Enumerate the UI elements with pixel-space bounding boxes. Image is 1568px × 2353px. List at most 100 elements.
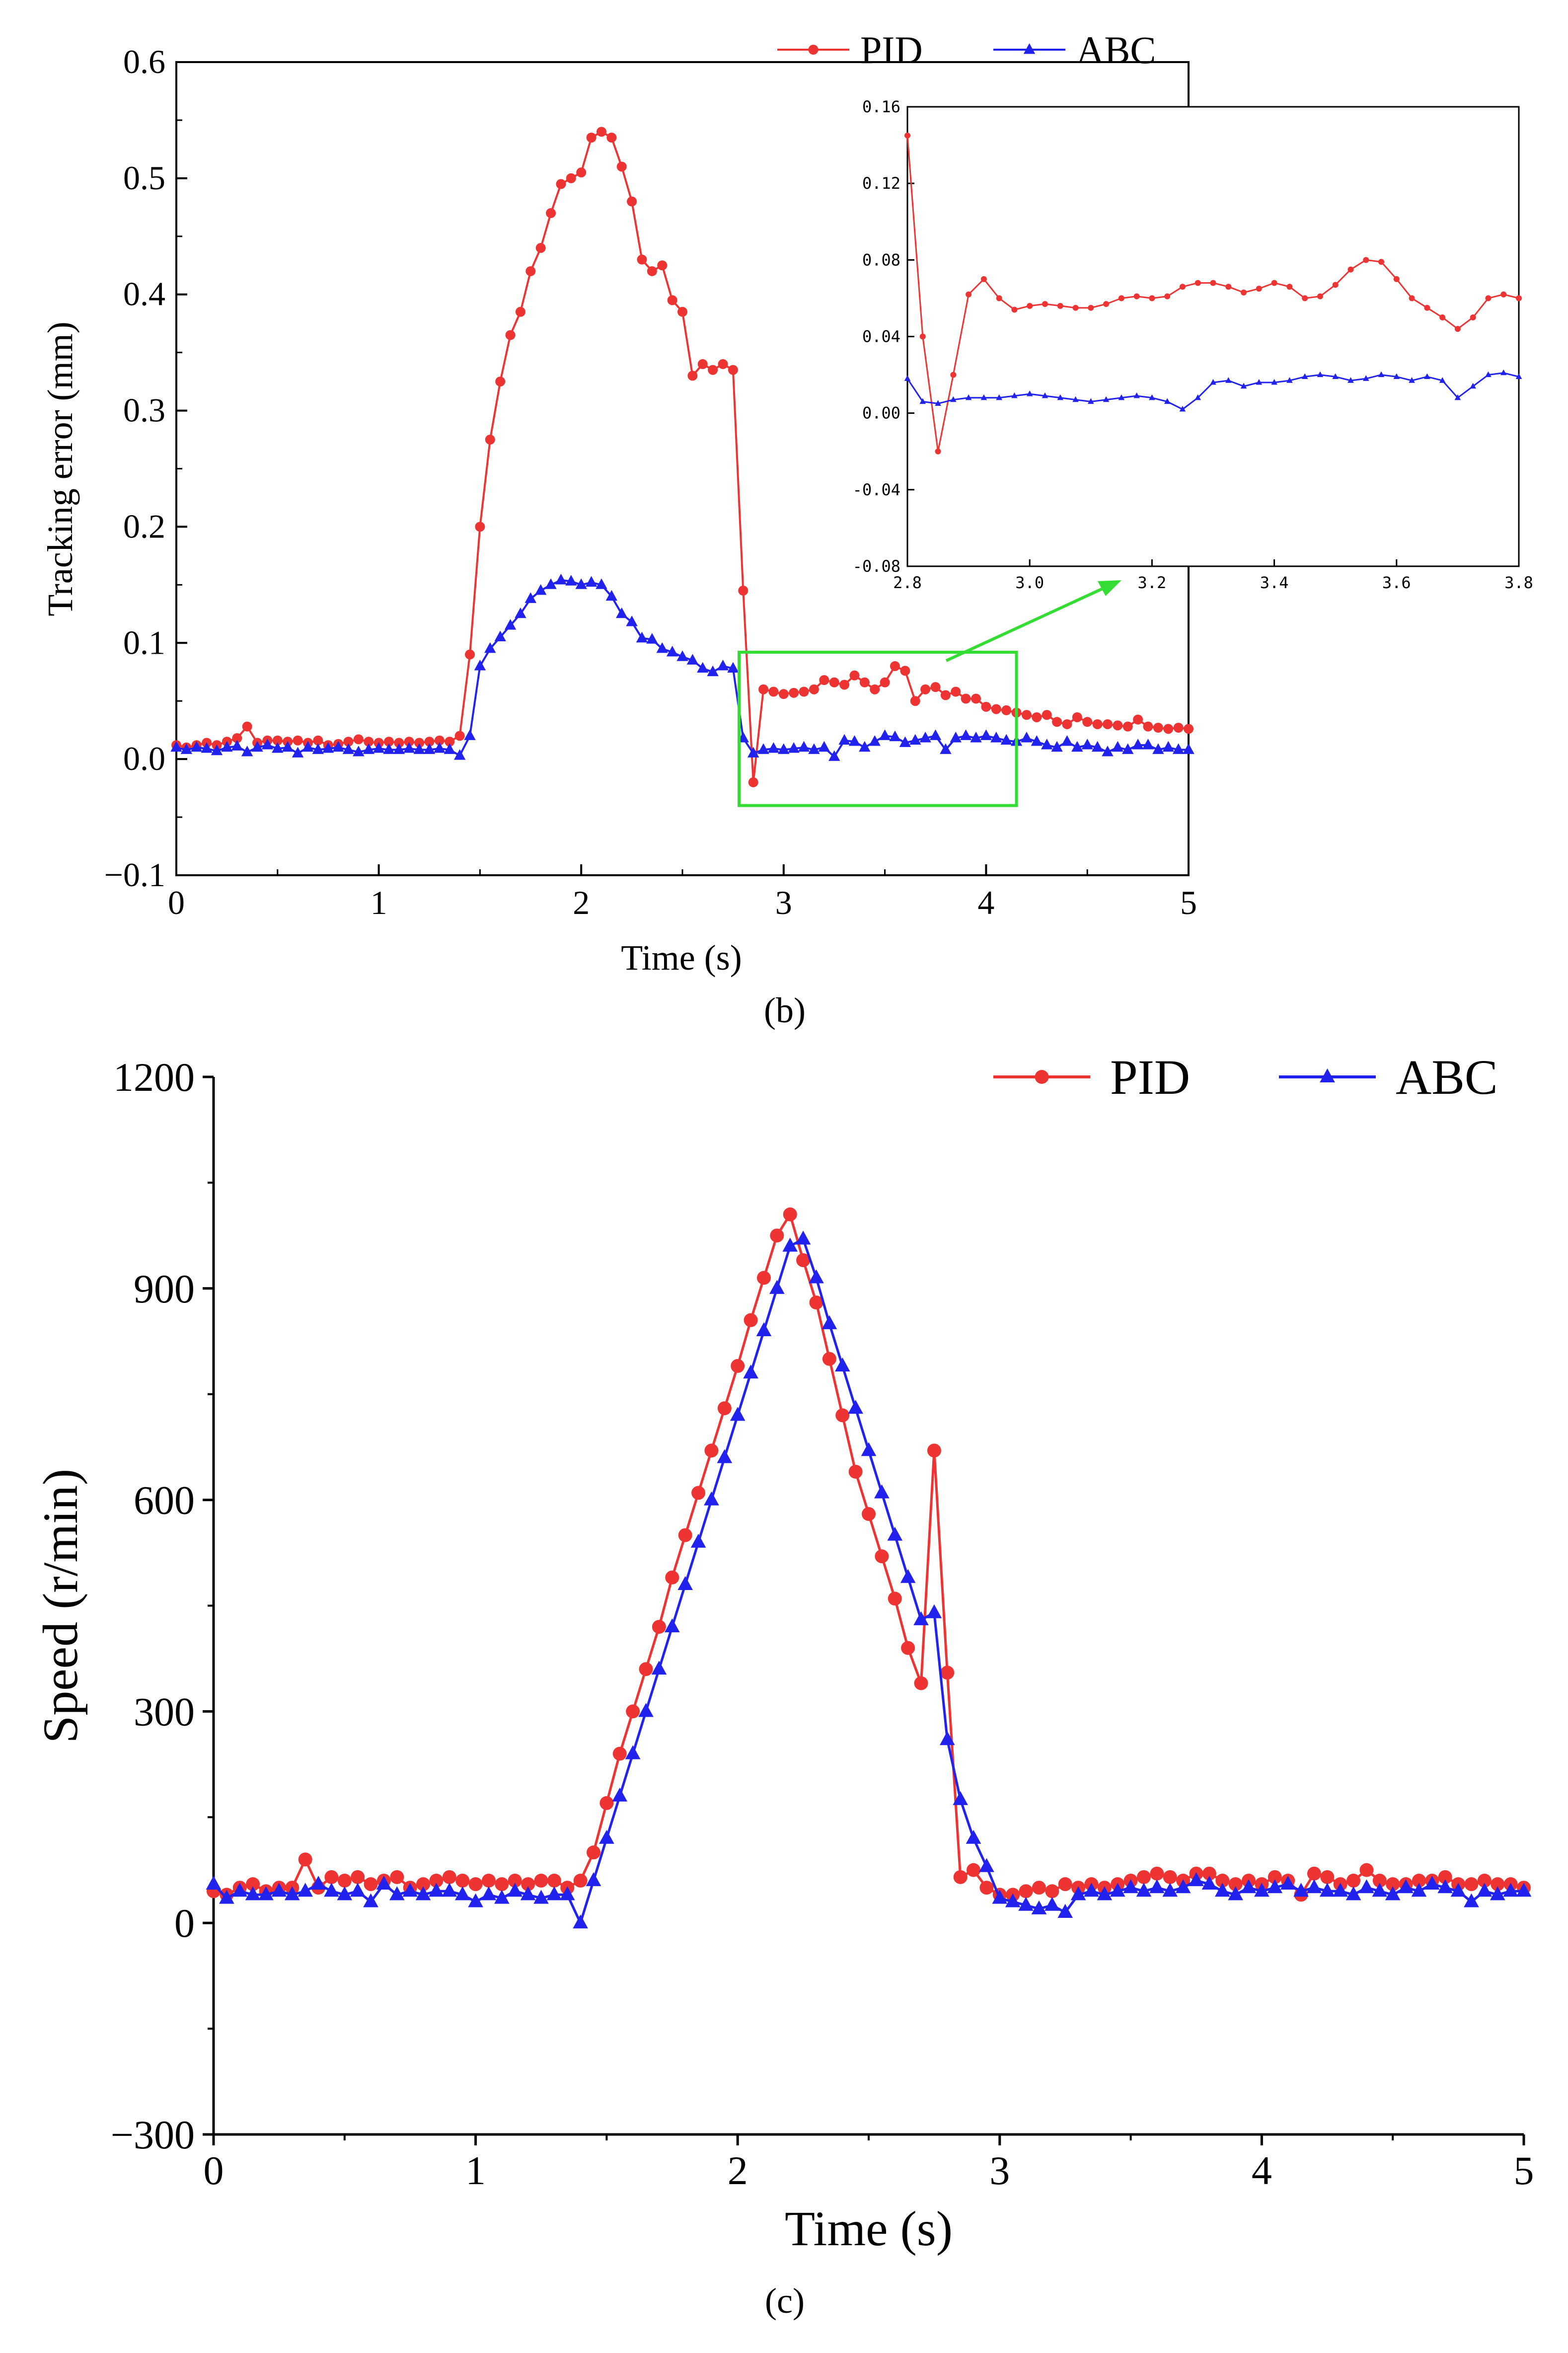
c-pid-point	[979, 1881, 994, 1895]
b-inset-x-tick-label: 3.2	[1138, 573, 1167, 592]
b-pid-point	[839, 680, 850, 690]
b-abc-point	[1142, 739, 1154, 750]
c-abc-point	[337, 1886, 353, 1900]
b-pid-point	[1021, 710, 1032, 720]
b-pid-point	[768, 686, 779, 697]
c-abc-point	[1175, 1879, 1191, 1894]
b-y-tick-label: 0.0	[123, 740, 165, 777]
b-inset-pid-point	[1225, 284, 1232, 290]
c-y-tick-label: 0	[174, 1900, 195, 1946]
b-abc-point	[828, 750, 840, 761]
c-abc-point	[677, 1576, 693, 1590]
b-y-tick-label: 0.5	[123, 159, 165, 197]
c-abc-point	[1045, 1897, 1060, 1911]
b-pid-point	[657, 260, 668, 271]
b-abc-point	[373, 742, 385, 753]
b-pid-point	[515, 306, 525, 317]
c-pid-point	[468, 1877, 483, 1892]
c-abc-point	[1385, 1886, 1401, 1900]
c-abc-point	[454, 1886, 470, 1900]
b-abc-point	[474, 660, 486, 671]
c-legend-marker	[1320, 1068, 1335, 1083]
b-abc-point	[646, 633, 658, 644]
c-abc-line	[213, 1237, 1524, 1924]
b-pid-point	[364, 737, 374, 747]
c-pid-point	[495, 1877, 509, 1892]
c-abc-point	[861, 1442, 877, 1456]
c-abc-point	[284, 1886, 300, 1900]
b-pid-point	[1133, 714, 1143, 725]
c-x-tick-label: 5	[1514, 2148, 1534, 2193]
c-y-tick-label: 600	[134, 1478, 195, 1523]
b-inset-pid-point	[1516, 295, 1522, 302]
b-inset-abc-point	[1072, 396, 1079, 402]
b-abc-point	[707, 665, 719, 677]
c-pid-point	[888, 1592, 902, 1606]
b-x-tick-label: 1	[371, 884, 387, 921]
c-abc-point	[1437, 1879, 1453, 1894]
c-pid-point	[364, 1877, 378, 1892]
b-inset-pid-point	[1363, 257, 1369, 263]
b-inset-y-tick-label: 0.12	[862, 174, 900, 193]
c-pid-point	[914, 1676, 928, 1690]
c-abc-point	[1398, 1879, 1414, 1894]
c-pid-point	[756, 1271, 771, 1285]
b-inset-pid-point	[904, 132, 910, 139]
b-pid-point	[910, 696, 920, 706]
b-abc-point	[747, 747, 759, 758]
b-abc-point	[919, 732, 931, 743]
c-pid-point	[1045, 1884, 1059, 1898]
b-abc-point	[444, 743, 455, 754]
c-abc-point	[324, 1883, 339, 1897]
b-abc-point	[221, 741, 233, 752]
b-abc-point	[302, 741, 314, 752]
c-abc-point	[1359, 1879, 1374, 1894]
c-abc-point	[1097, 1886, 1113, 1900]
b-y-tick-label: 0.2	[123, 507, 165, 545]
b-abc-point	[180, 743, 193, 754]
b-inset-pid-point	[1027, 303, 1033, 309]
b-abc-point	[1051, 741, 1063, 752]
c-pid-point	[1019, 1884, 1033, 1898]
b-inset-x-tick-label: 2.8	[893, 573, 922, 592]
b-inset-abc-point	[1011, 392, 1018, 398]
c-pid-point	[1372, 1874, 1387, 1888]
b-pid-point	[728, 365, 738, 375]
b-abc-point	[494, 630, 506, 642]
b-inset-abc-point	[904, 375, 911, 381]
b-inset-pid-point	[1393, 276, 1400, 282]
c-pid-point	[665, 1570, 679, 1585]
b-abc-point	[929, 729, 942, 740]
b-pid-point	[718, 359, 728, 370]
b-inset-abc-point	[1256, 379, 1263, 385]
c-abc-point	[992, 1890, 1008, 1904]
b-abc-point	[605, 590, 618, 601]
b-abc-point	[170, 741, 182, 752]
b-abc-point	[960, 729, 972, 740]
b-pid-point	[778, 689, 789, 699]
b-abc-point	[484, 642, 496, 653]
b-inset-x-tick-label: 3.8	[1504, 573, 1533, 592]
b-abc-point	[636, 631, 648, 643]
c-x-tick-label: 0	[204, 2148, 224, 2193]
c-pid-point	[547, 1874, 561, 1888]
b-zoom-region-box	[738, 650, 1018, 807]
c-abc-point	[1110, 1883, 1125, 1897]
b-pid-point	[445, 737, 455, 747]
b-abc-point	[1172, 743, 1185, 754]
b-abc-point	[727, 662, 739, 673]
b-inset-y-tick-label: 0.08	[862, 250, 900, 269]
b-pid-point	[687, 371, 698, 381]
b-inset-pid-point	[1317, 293, 1323, 300]
b-inset-abc-point	[1454, 394, 1461, 400]
b-pid-point	[414, 738, 425, 748]
b-inset-pid-point	[1378, 259, 1385, 265]
c-pid-point	[731, 1359, 745, 1373]
b-abc-point	[423, 743, 436, 754]
b-pid-point	[596, 127, 606, 137]
c-pid-point	[835, 1408, 850, 1423]
b-abc-point	[808, 743, 820, 754]
b-inset-pid-point	[1149, 295, 1155, 302]
c-abc-point	[363, 1893, 378, 1907]
c-pid-point	[324, 1870, 339, 1884]
